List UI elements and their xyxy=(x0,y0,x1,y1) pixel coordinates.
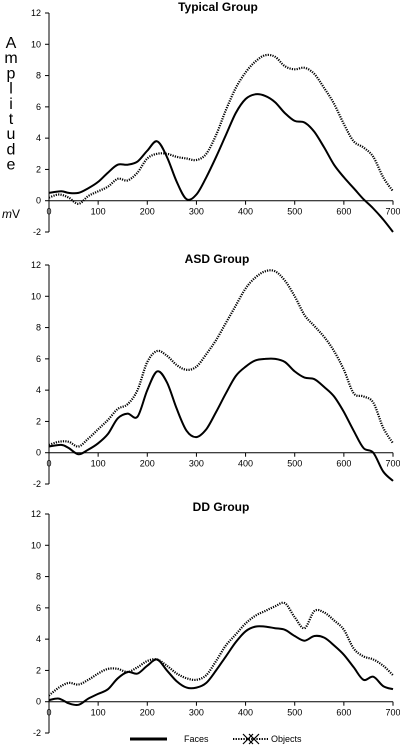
y-axis-label-letter: l xyxy=(9,81,13,98)
x-tick-label: 500 xyxy=(287,459,302,469)
legend: Faces Objects xyxy=(130,733,302,745)
y-axis-label-letter: d xyxy=(7,141,16,158)
y-tick-label: 12 xyxy=(31,509,41,519)
x-tick-label: 0 xyxy=(46,459,51,469)
x-tick-label: 400 xyxy=(238,708,253,718)
x-tick-label: 200 xyxy=(140,207,155,217)
chart-panel: DD Group -2 0 2 4 6 8 10 12 0 100 200 300 400 500 600 70… xyxy=(31,500,400,738)
x-tick-label: 100 xyxy=(91,708,106,718)
y-tick-label: 4 xyxy=(36,385,41,395)
objects-series-line xyxy=(48,53,394,205)
panel-title: DD Group xyxy=(193,500,250,514)
x-tick-label: 100 xyxy=(91,459,106,469)
y-tick-label: 0 xyxy=(36,697,41,707)
x-tick-label: 300 xyxy=(189,207,204,217)
legend-objects-label: Objects xyxy=(271,734,302,744)
y-tick-label: -2 xyxy=(33,479,41,489)
y-tick-label: 8 xyxy=(36,323,41,333)
objects-series-line xyxy=(48,601,394,697)
y-tick-label: 0 xyxy=(36,448,41,458)
y-axis-label-letter: i xyxy=(9,96,13,113)
y-axis-label-letter: e xyxy=(7,157,16,174)
y-tick-label: 2 xyxy=(36,416,41,426)
chart-panel: Typical Group -2 0 2 4 6 8 10 12 0 100 200 300 400 500… xyxy=(31,0,400,237)
y-axis-label-letter: p xyxy=(7,65,16,82)
legend-faces-label: Faces xyxy=(184,734,209,744)
x-tick-label: 500 xyxy=(287,708,302,718)
y-tick-label: 12 xyxy=(31,8,41,18)
x-tick-label: 400 xyxy=(238,459,253,469)
y-tick-label: 10 xyxy=(31,291,41,301)
x-tick-label: 500 xyxy=(287,207,302,217)
y-tick-label: 2 xyxy=(36,665,41,675)
x-tick-label: 400 xyxy=(238,207,253,217)
legend-objects-marker-icon xyxy=(242,733,260,745)
y-tick-label: 12 xyxy=(31,260,41,270)
y-tick-label: 8 xyxy=(36,572,41,582)
y-tick-label: 6 xyxy=(36,354,41,364)
x-tick-label: 300 xyxy=(189,708,204,718)
y-tick-label: 6 xyxy=(36,102,41,112)
unit-prefix: m xyxy=(2,207,12,221)
y-tick-label: 8 xyxy=(36,71,41,81)
y-tick-label: 0 xyxy=(36,196,41,206)
x-tick-label: 700 xyxy=(385,708,400,718)
x-tick-label: 200 xyxy=(140,708,155,718)
y-tick-label: 10 xyxy=(31,540,41,550)
x-tick-label: 0 xyxy=(46,207,51,217)
x-tick-label: 0 xyxy=(46,708,51,718)
x-tick-label: 600 xyxy=(336,207,351,217)
x-tick-label: 700 xyxy=(385,459,400,469)
x-tick-label: 600 xyxy=(336,708,351,718)
panel-title: ASD Group xyxy=(185,252,250,266)
x-tick-label: 200 xyxy=(140,459,155,469)
y-tick-label: -2 xyxy=(33,728,41,738)
faces-series-line xyxy=(48,625,394,707)
x-tick-label: 100 xyxy=(91,207,106,217)
y-axis-label-letter: m xyxy=(4,50,17,67)
y-tick-label: 4 xyxy=(36,133,41,143)
y-tick-label: 10 xyxy=(31,39,41,49)
faces-series-line xyxy=(48,93,394,233)
y-axis-label-letter: t xyxy=(9,111,14,128)
x-tick-label: 300 xyxy=(189,459,204,469)
y-tick-label: 6 xyxy=(36,603,41,613)
unit-main: V xyxy=(12,207,20,221)
x-tick-label: 600 xyxy=(336,459,351,469)
y-tick-label: 2 xyxy=(36,164,41,174)
y-tick-label: -2 xyxy=(33,227,41,237)
unit-label: mV xyxy=(2,207,20,221)
y-axis-label-letter: u xyxy=(7,126,16,143)
panel-title: Typical Group xyxy=(178,0,258,14)
objects-series-line xyxy=(48,269,394,448)
y-tick-label: 4 xyxy=(36,634,41,644)
chart-panel: ASD Group -2 0 2 4 6 8 10 12 0 100 200 300 400 500 600 7… xyxy=(31,252,400,489)
faces-series-line xyxy=(48,357,394,482)
y-axis-label-letter: A xyxy=(6,35,17,52)
x-tick-label: 700 xyxy=(385,207,400,217)
